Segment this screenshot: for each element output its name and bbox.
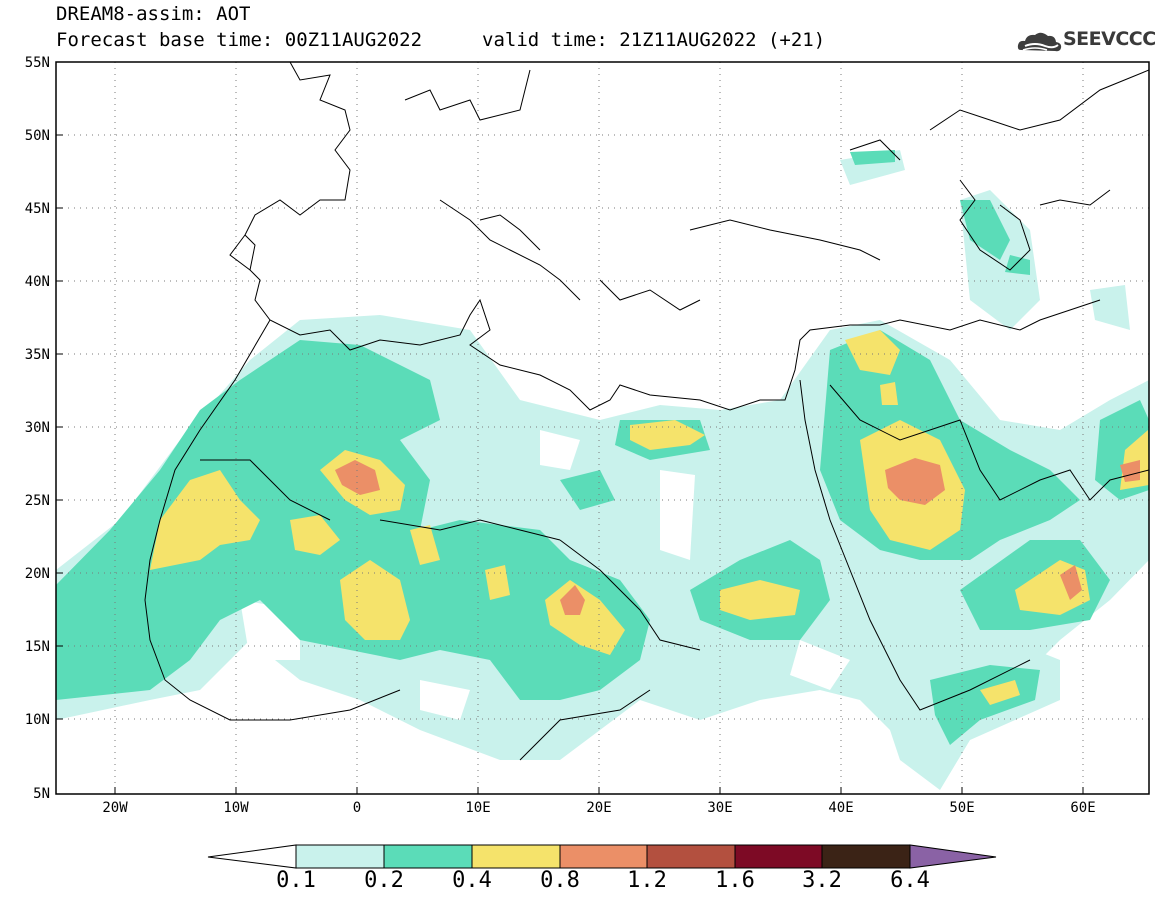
colorbar-over-triangle <box>909 844 997 869</box>
lat-label: 55N <box>25 55 50 71</box>
lon-label: 40E <box>828 800 853 816</box>
map-frame <box>55 61 1150 795</box>
aot-field <box>56 150 1149 790</box>
lon-label: 10W <box>223 800 249 816</box>
colorbar-label: 0.8 <box>540 868 580 893</box>
lon-label: 60E <box>1070 800 1095 816</box>
colorbar-swatch <box>471 844 561 869</box>
coastlines <box>144 62 1149 761</box>
colorbar <box>207 844 997 869</box>
latitude-labels: 55N 50N 45N 40N 35N 30N 25N 20N 15N 10N … <box>25 55 50 802</box>
lon-label: 30E <box>707 800 732 816</box>
colorbar-label: 0.1 <box>276 868 316 893</box>
forecast-base-time: Forecast base time: 00Z11AUG2022 <box>56 29 423 51</box>
lat-label: 15N <box>25 639 50 655</box>
lat-label: 25N <box>25 493 50 509</box>
colorbar-swatch <box>559 844 648 869</box>
lat-label: 10N <box>25 712 50 728</box>
lon-label: 20W <box>102 800 128 816</box>
valid-time: valid time: 21Z11AUG2022 (+21) <box>482 29 826 51</box>
lon-label: 20E <box>586 800 611 816</box>
colorbar-swatch <box>383 844 473 869</box>
lat-label: 20N <box>25 566 50 582</box>
lon-label: 50E <box>949 800 974 816</box>
cloud-logo-icon <box>1017 32 1062 52</box>
colorbar-under-triangle <box>207 844 297 869</box>
longitude-labels: 20W 10W 0 10E 20E 30E 40E 50E 60E <box>102 800 1095 816</box>
lat-label: 35N <box>25 347 50 363</box>
colorbar-label: 0.2 <box>364 868 404 893</box>
map-title: DREAM8-assim: AOT <box>56 3 251 25</box>
lat-label: 5N <box>33 786 50 802</box>
lat-label: 40N <box>25 274 50 290</box>
colorbar-label: 6.4 <box>890 868 930 893</box>
axis-ticks <box>56 61 1084 794</box>
lat-label: 30N <box>25 420 50 436</box>
colorbar-swatch <box>646 844 736 869</box>
colorbar-label: 1.2 <box>627 868 667 893</box>
colorbar-label: 0.4 <box>452 868 492 893</box>
colorbar-label: 3.2 <box>802 868 842 893</box>
colorbar-swatch <box>295 844 385 869</box>
lat-label: 45N <box>25 201 50 217</box>
logo-text: SEEVCCC <box>1063 28 1156 50</box>
lon-label: 0 <box>353 800 361 816</box>
lat-label: 50N <box>25 128 50 144</box>
colorbar-swatch <box>821 844 911 869</box>
colorbar-label: 1.6 <box>715 868 755 893</box>
colorbar-swatch <box>734 844 823 869</box>
lon-label: 10E <box>465 800 490 816</box>
